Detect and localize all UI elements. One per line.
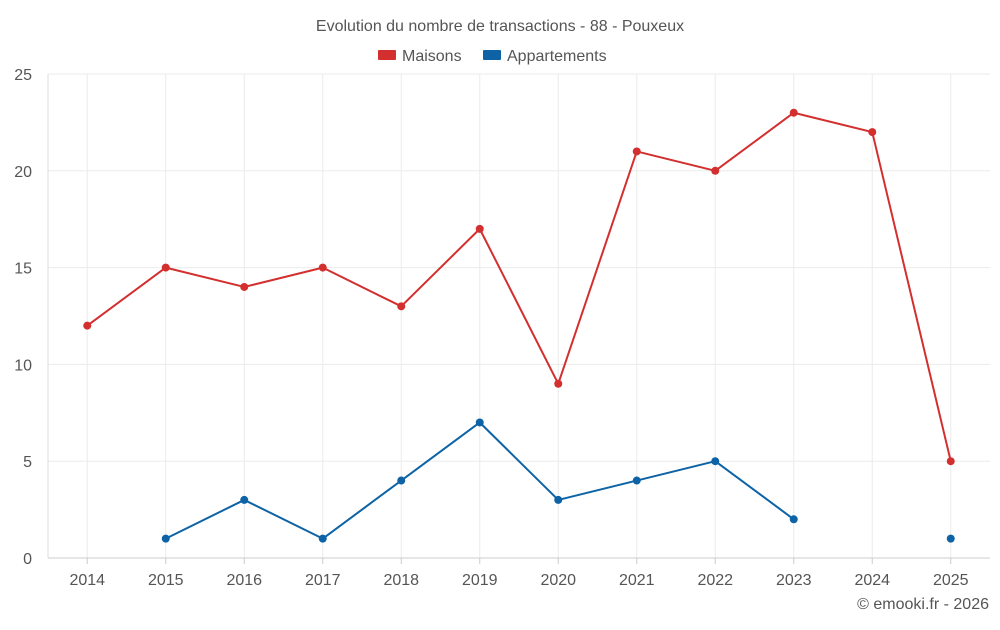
data-point-maisons[interactable] [946,457,955,466]
series-maisons [83,108,955,466]
x-tick-label: 2018 [383,572,419,589]
x-tick-label: 2023 [776,572,812,589]
data-point-appartements[interactable] [711,457,720,466]
y-tick-label: 0 [23,551,32,568]
data-point-maisons[interactable] [397,302,406,311]
data-point-maisons[interactable] [554,379,563,388]
data-point-appartements[interactable] [161,534,170,543]
x-tick-label: 2014 [69,572,105,589]
data-point-appartements[interactable] [554,495,563,504]
x-tick-label: 2016 [226,572,262,589]
data-point-maisons[interactable] [789,108,798,117]
x-tick-label: 2021 [619,572,655,589]
y-tick-label: 25 [14,67,32,84]
legend-label-appartements: Appartements [507,48,607,65]
series-appartements [161,418,955,543]
legend-swatch-appartements [483,50,501,60]
data-point-appartements[interactable] [946,534,955,543]
y-tick-label: 10 [14,357,32,374]
y-tick-label: 20 [14,164,32,181]
x-tick-label: 2022 [697,572,733,589]
data-point-maisons[interactable] [240,282,249,291]
grid [48,73,990,558]
x-tick-label: 2024 [854,572,890,589]
data-point-maisons[interactable] [632,147,641,156]
legend-item-maisons[interactable]: Maisons [378,48,462,65]
data-point-maisons[interactable] [83,321,92,330]
credit-text: © emooki.fr - 2026 [857,596,989,613]
y-tick-label: 15 [14,261,32,278]
y-tick-label: 5 [23,454,32,471]
legend-swatch-maisons [378,50,396,60]
data-point-appartements[interactable] [475,418,484,427]
chart-title: Evolution du nombre de transactions - 88… [316,18,684,35]
data-point-maisons[interactable] [868,128,877,137]
legend: Maisons Appartements [378,48,607,65]
x-tick-label: 2017 [305,572,341,589]
data-point-appartements[interactable] [318,534,327,543]
legend-item-appartements[interactable]: Appartements [483,48,607,65]
x-tick-label: 2020 [540,572,576,589]
data-point-appartements[interactable] [397,476,406,485]
data-point-maisons[interactable] [711,166,720,175]
data-point-maisons[interactable] [475,224,484,233]
data-point-appartements[interactable] [789,515,798,524]
series-line-maisons [86,111,952,462]
data-point-maisons[interactable] [318,263,327,272]
x-tick-label: 2015 [148,572,184,589]
data-point-appartements[interactable] [632,476,641,485]
x-tick-label: 2019 [462,572,498,589]
data-point-maisons[interactable] [161,263,170,272]
data-point-appartements[interactable] [240,495,249,504]
x-tick-label: 2025 [933,572,969,589]
series-layer [83,108,955,543]
legend-label-maisons: Maisons [402,48,462,65]
